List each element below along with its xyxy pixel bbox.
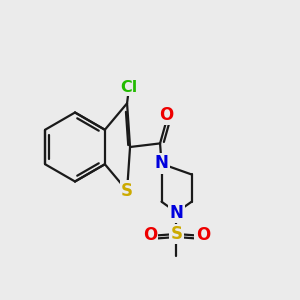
Text: S: S [121, 182, 133, 200]
Text: S: S [170, 225, 182, 243]
Text: O: O [196, 226, 210, 244]
Text: N: N [169, 204, 183, 222]
Text: O: O [143, 226, 157, 244]
Text: O: O [160, 106, 174, 124]
Text: Cl: Cl [120, 80, 137, 95]
Text: N: N [154, 154, 169, 172]
